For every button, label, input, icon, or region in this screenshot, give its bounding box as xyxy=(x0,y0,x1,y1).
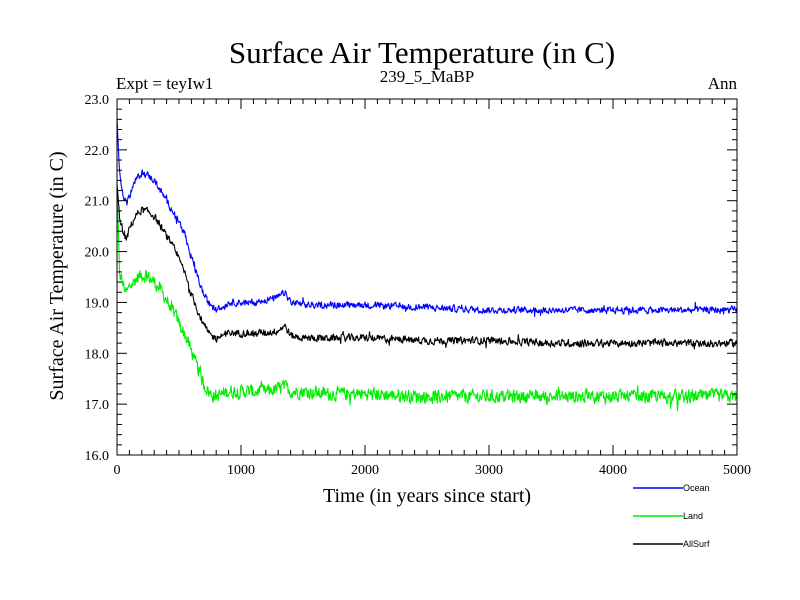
y-tick-label: 22.0 xyxy=(85,144,110,159)
y-tick-label: 18.0 xyxy=(85,347,110,362)
season-label: Ann xyxy=(708,74,738,93)
chart-title: Surface Air Temperature (in C) xyxy=(229,35,615,70)
x-tick-label: 5000 xyxy=(723,463,751,478)
y-axis-label: Surface Air Temperature (in C) xyxy=(46,151,68,400)
x-tick-label: 2000 xyxy=(351,463,379,478)
series-line-land xyxy=(116,188,738,412)
x-tick-label: 0 xyxy=(114,463,121,478)
y-tick-label: 20.0 xyxy=(85,246,110,261)
x-axis-label: Time (in years since start) xyxy=(323,485,531,507)
experiment-label: Expt = teyIw1 xyxy=(116,74,213,93)
legend-label-ocean: Ocean xyxy=(683,483,710,493)
period-label: 239_5_MaBP xyxy=(380,67,474,86)
x-tick-label: 4000 xyxy=(599,463,627,478)
axis-ticks: 0 1000 2000 3000 4000 5000 16.0 17.0 18.0 19.0 20.… xyxy=(85,93,752,478)
legend-label-allsurf: AllSurf xyxy=(683,539,710,549)
series-line-ocean xyxy=(116,118,738,317)
y-tick-label: 17.0 xyxy=(85,398,110,413)
y-tick-label: 16.0 xyxy=(85,449,110,464)
series-line-allsurf xyxy=(116,184,738,350)
x-tick-label: 3000 xyxy=(475,463,503,478)
y-tick-label: 23.0 xyxy=(85,93,110,108)
legend: Ocean Land AllSurf xyxy=(633,483,710,549)
y-tick-label: 19.0 xyxy=(85,296,110,311)
plot-frame xyxy=(116,98,738,456)
x-tick-label: 1000 xyxy=(227,463,255,478)
series-layer xyxy=(116,118,738,412)
legend-label-land: Land xyxy=(683,511,703,521)
y-tick-label: 21.0 xyxy=(85,195,110,210)
